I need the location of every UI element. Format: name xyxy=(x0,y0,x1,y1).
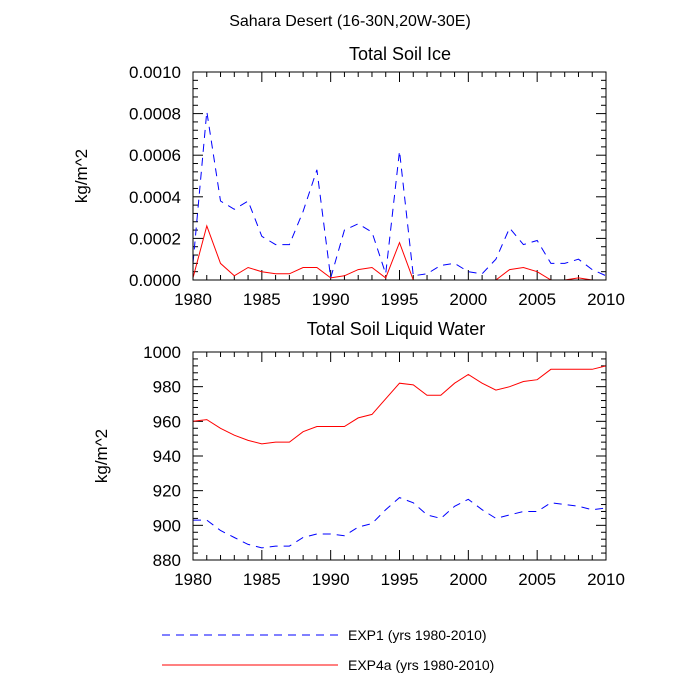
plot-frame xyxy=(192,351,607,561)
x-tick-label: 1980 xyxy=(174,290,212,309)
x-tick-label: 1990 xyxy=(312,290,350,309)
y-tick-label: 0.0002 xyxy=(129,229,181,248)
x-tick-label: 1995 xyxy=(381,290,419,309)
x-tick-label: 2005 xyxy=(518,290,556,309)
x-tick-label: 1990 xyxy=(312,570,350,589)
chart-top-ylabel: kg/m^2 xyxy=(72,149,91,203)
y-tick-label: 980 xyxy=(153,378,181,397)
y-tick-label: 0.0004 xyxy=(129,188,181,207)
x-tick-label: 1995 xyxy=(381,570,419,589)
chart-bottom-title: Total Soil Liquid Water xyxy=(307,319,485,339)
y-tick-label: 0.0008 xyxy=(129,105,181,124)
chart-top: Total Soil Ice kg/m^2 1980 1985 1990 1995 20… xyxy=(72,44,625,309)
x-tick-label: 1980 xyxy=(174,570,212,589)
y-tick-label: 900 xyxy=(153,516,181,535)
x-tick-label: 2005 xyxy=(518,570,556,589)
series-line-exp1 xyxy=(193,497,607,549)
series-line-exp4a xyxy=(192,224,606,281)
chart-bottom-plot: 1980 1985 1990 1995 2000 2005 2010 880 900 920 940… xyxy=(143,343,625,589)
y-tick-label: 920 xyxy=(153,482,181,501)
series-line-exp1 xyxy=(192,111,607,279)
x-tick-label: 2010 xyxy=(587,290,625,309)
y-tick-label: 1000 xyxy=(143,343,181,362)
y-tick-label: 960 xyxy=(153,412,181,431)
figure-title: Sahara Desert (16-30N,20W-30E) xyxy=(229,13,471,30)
x-tick-label: 2000 xyxy=(449,290,487,309)
y-tick-label: 0.0000 xyxy=(129,271,181,290)
chart-top-plot: 1980 1985 1990 1995 2000 2005 2010 0.0000 0.0002… xyxy=(129,63,625,309)
plot-frame xyxy=(192,71,607,281)
legend-label-exp4a: EXP4a (yrs 1980-2010) xyxy=(348,657,494,673)
chart-top-title: Total Soil Ice xyxy=(349,44,451,64)
legend-label-exp1: EXP1 (yrs 1980-2010) xyxy=(348,627,487,643)
y-tick-label: 940 xyxy=(153,447,181,466)
x-tick-label: 1985 xyxy=(243,570,281,589)
series-line-exp4a xyxy=(192,365,607,445)
chart-bottom: Total Soil Liquid Water kg/m^2 1980 1985 1… xyxy=(92,319,625,589)
x-tick-label: 1985 xyxy=(243,290,281,309)
legend: EXP1 (yrs 1980-2010) EXP4a (yrs 1980-201… xyxy=(162,627,494,673)
x-tick-label: 2000 xyxy=(449,570,487,589)
chart-bottom-ylabel: kg/m^2 xyxy=(92,429,111,483)
y-tick-label: 0.0006 xyxy=(129,146,181,165)
x-tick-label: 2010 xyxy=(587,570,625,589)
y-tick-label: 880 xyxy=(153,551,181,570)
y-tick-label: 0.0010 xyxy=(129,63,181,82)
